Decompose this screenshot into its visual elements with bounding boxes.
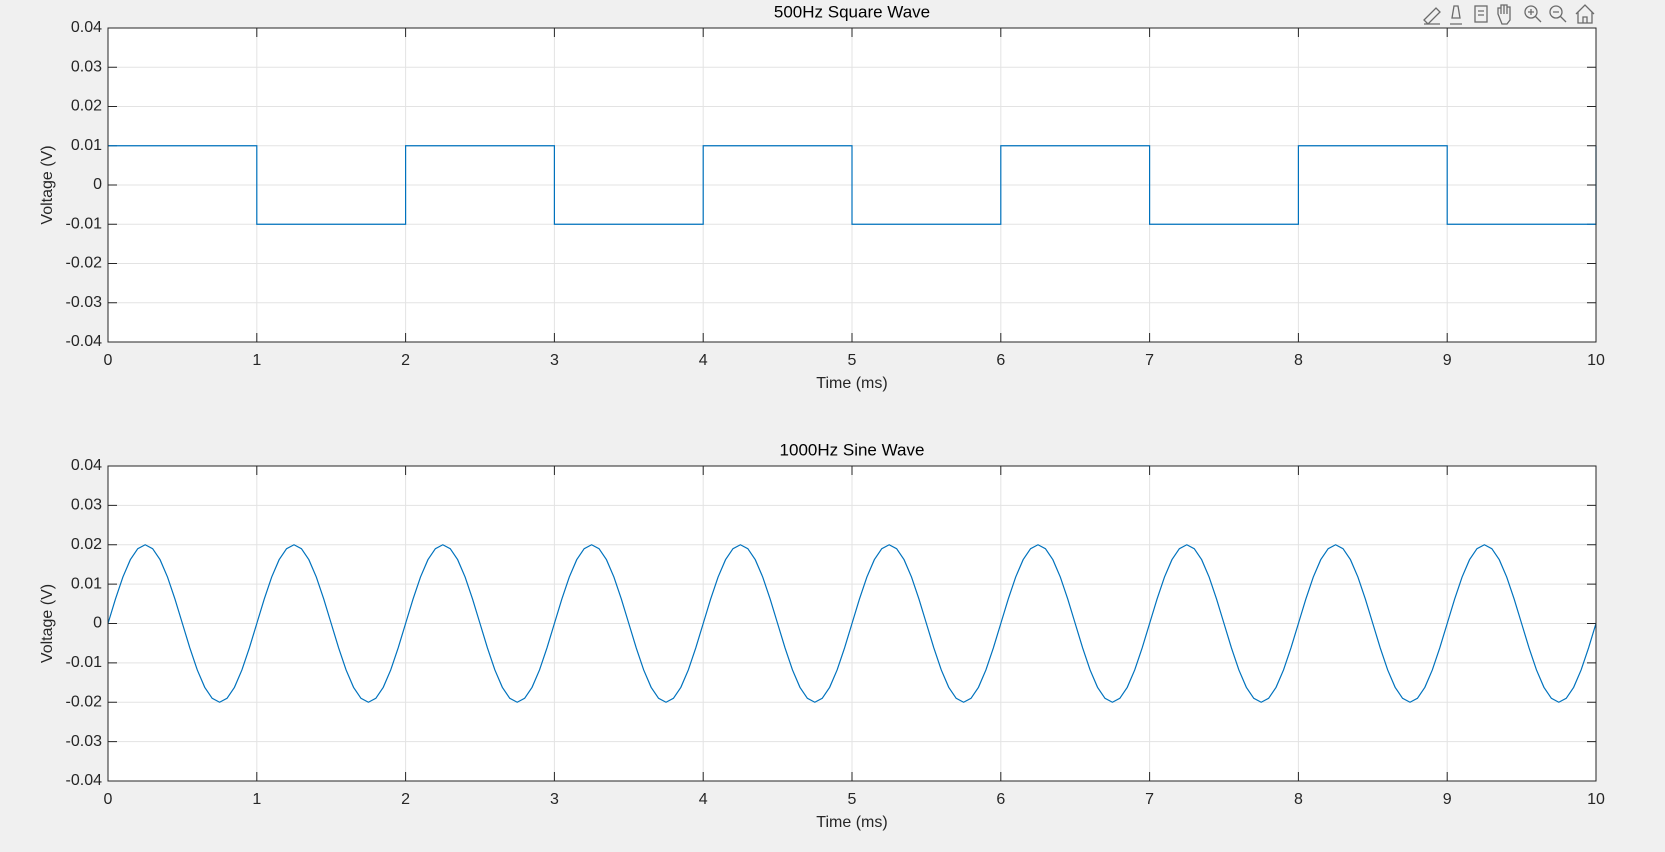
y-tick-label: 0.01 [71, 575, 102, 592]
x-axis-label: Time (ms) [816, 375, 887, 392]
x-tick-label: 1 [252, 352, 261, 369]
y-tick-label: 0.03 [71, 58, 102, 75]
y-tick-label: -0.01 [66, 654, 103, 671]
y-tick-label: 0 [93, 615, 102, 632]
x-tick-label: 2 [401, 352, 410, 369]
data-line [108, 145, 1597, 225]
x-tick-label: 3 [550, 352, 559, 369]
y-tick-label: -0.01 [66, 215, 103, 232]
x-tick-label: 4 [699, 791, 708, 808]
x-tick-label: 5 [848, 791, 857, 808]
x-tick-label: 7 [1145, 791, 1154, 808]
x-tick-label: 9 [1443, 352, 1452, 369]
y-tick-label: 0.03 [71, 497, 102, 514]
axes-toolbar [1423, 4, 1595, 25]
x-tick-label: 5 [848, 352, 857, 369]
y-tick-label: 0.02 [71, 536, 102, 553]
y-axis-label: Voltage (V) [39, 145, 56, 224]
y-tick-label: 0 [93, 176, 102, 193]
x-tick-label: 9 [1443, 791, 1452, 808]
x-tick-label: 10 [1587, 791, 1605, 808]
axes: -0.04 -0.03 -0.02 -0.01 0 0.01 0.02 0.03 0.04 0 1 2… [39, 2, 1605, 392]
y-tick-label: 0.04 [71, 19, 102, 36]
axes-box [107, 465, 1597, 782]
y-tick-label: 0.02 [71, 98, 102, 115]
y-tick-label: 0.04 [71, 457, 102, 474]
y-axis-label: Voltage (V) [39, 584, 56, 663]
x-tick-label: 8 [1294, 791, 1303, 808]
x-tick-label: 4 [699, 352, 708, 369]
brush-tool[interactable] [1423, 7, 1441, 25]
y-tick-label: -0.02 [66, 693, 103, 710]
x-tick-label: 3 [550, 791, 559, 808]
y-tick-label: -0.04 [66, 772, 103, 789]
data-tip-tool[interactable] [1450, 5, 1462, 25]
x-tick-label: 6 [996, 791, 1005, 808]
y-tick-label: -0.02 [66, 255, 103, 272]
x-tick-label: 8 [1294, 352, 1303, 369]
x-tick-label: 7 [1145, 352, 1154, 369]
x-tick-label: 0 [104, 791, 113, 808]
x-tick-label: 6 [996, 352, 1005, 369]
pan-tool[interactable] [1497, 4, 1511, 25]
legend-tool[interactable] [1474, 5, 1488, 23]
x-tick-label: 2 [401, 791, 410, 808]
data-line [107, 544, 1597, 703]
x-tick-label: 0 [104, 352, 113, 369]
zoom-in-tool[interactable] [1524, 5, 1542, 23]
axes-box [107, 27, 1597, 343]
y-tick-label: 0.01 [71, 137, 102, 154]
zoom-out-tool[interactable] [1549, 5, 1567, 23]
y-tick-label: -0.03 [66, 294, 103, 311]
home-tool[interactable] [1575, 4, 1595, 24]
x-tick-label: 1 [252, 791, 261, 808]
y-tick-label: -0.03 [66, 733, 103, 750]
chart-title: 1000Hz Sine Wave [780, 440, 925, 459]
y-tick-label: -0.04 [66, 333, 103, 350]
x-axis-label: Time (ms) [816, 814, 887, 831]
x-tick-label: 10 [1587, 352, 1605, 369]
chart-title: 500Hz Square Wave [774, 2, 930, 21]
axes: -0.04 -0.03 -0.02 -0.01 0 0.01 0.02 0.03 0.04 0 1 2… [39, 440, 1605, 831]
